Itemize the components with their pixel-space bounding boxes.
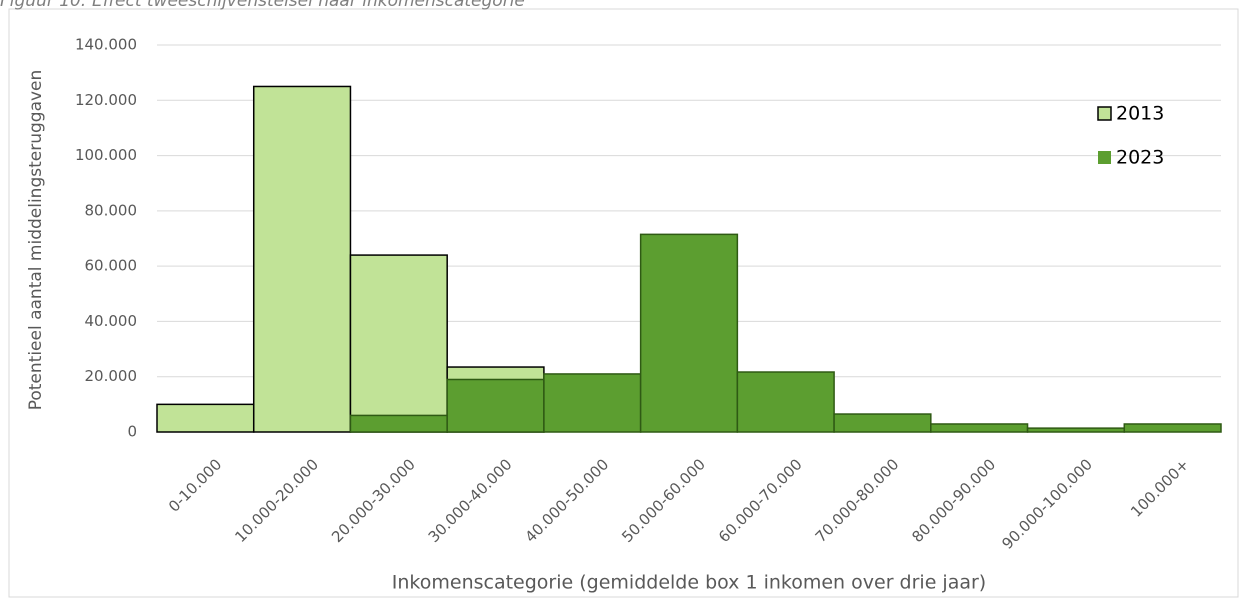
bar: [252, 85, 352, 433]
bar: [736, 371, 835, 433]
y-tick-label: 0: [127, 423, 137, 441]
bar: [349, 254, 448, 433]
bar: [543, 373, 642, 433]
bar: [1123, 423, 1222, 433]
bar: [639, 233, 739, 433]
bar: [833, 413, 932, 433]
y-tick-label: 40.000: [85, 312, 138, 330]
y-tick-label: 80.000: [85, 201, 138, 219]
bar: [1026, 427, 1126, 433]
chart-title: Figuur 10: Effect tweeschijvenstelsel na…: [0, 0, 525, 11]
chart-frame: [8, 8, 1239, 598]
bar: [446, 378, 545, 433]
legend-label: 2013: [1116, 103, 1164, 125]
legend-label: 2023: [1116, 147, 1164, 169]
y-tick-label: 140.000: [75, 36, 137, 54]
legend-swatch: [1098, 151, 1111, 164]
legend-swatch: [1097, 106, 1112, 121]
bar: [349, 414, 448, 433]
y-tick-label: 100.000: [75, 146, 137, 164]
bar: [156, 403, 255, 433]
x-axis-label: Inkomenscategorie (gemiddelde box 1 inko…: [392, 572, 986, 594]
bar: [930, 423, 1029, 433]
y-axis-label: Potentieel aantal middelingsteruggaven: [26, 70, 46, 411]
y-tick-label: 20.000: [85, 367, 138, 385]
y-tick-label: 120.000: [75, 91, 137, 109]
y-tick-label: 60.000: [85, 257, 138, 275]
